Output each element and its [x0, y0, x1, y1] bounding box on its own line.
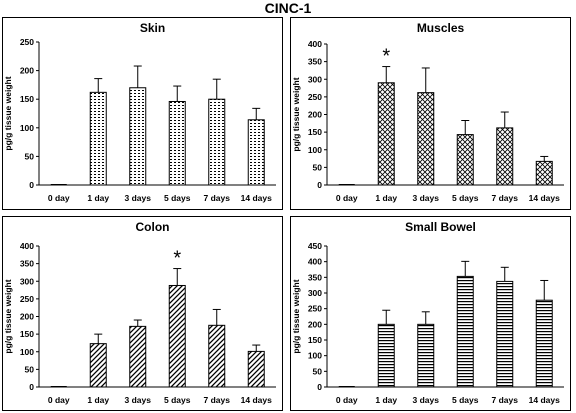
y-tick-label: 200 — [20, 66, 34, 76]
x-tick-label: 3 days — [413, 193, 440, 203]
bar-5-days — [168, 100, 186, 186]
x-tick-label: 0 day — [48, 395, 70, 405]
x-tick-label: 0 day — [336, 193, 358, 203]
bar-7-days — [496, 127, 514, 186]
x-tick-label: 14 days — [241, 193, 272, 203]
y-tick-label: 100 — [20, 347, 34, 357]
y-tick-label: 300 — [20, 276, 34, 286]
x-tick-label: 1 day — [375, 395, 397, 405]
chart-title: Small Bowel — [405, 220, 476, 234]
bar-7-days — [496, 280, 514, 388]
chart-panel-colon: Colon 0 50 100 150 200 250 300 350 400 pg/g tissue… — [2, 216, 283, 411]
x-tick-label: 1 day — [375, 193, 397, 203]
y-tick-label: 250 — [308, 92, 322, 102]
x-tick-label: 14 days — [529, 193, 560, 203]
chart-title: Skin — [140, 21, 165, 35]
bar-1-day — [377, 82, 395, 186]
bar-7-days — [208, 98, 226, 186]
y-tick-label: 250 — [20, 294, 34, 304]
significance-marker: * — [173, 248, 181, 270]
y-tick-label: 200 — [308, 319, 322, 329]
x-tick-label: 5 days — [452, 193, 479, 203]
y-tick-label: 0 — [29, 180, 34, 190]
y-tick-label: 0 — [29, 382, 34, 392]
bar-14-days — [247, 119, 265, 186]
x-tick-label: 7 days — [204, 395, 231, 405]
bar-5-days — [168, 284, 186, 388]
bar-7-days — [208, 324, 226, 388]
y-axis-label: pg/g tissue weight — [3, 76, 13, 150]
y-tick-label: 400 — [308, 39, 322, 49]
y-tick-label: 150 — [308, 335, 322, 345]
bar-3-days — [129, 87, 147, 186]
y-tick-label: 100 — [308, 351, 322, 361]
panel-border — [2, 216, 283, 411]
y-tick-label: 350 — [20, 259, 34, 269]
y-tick-label: 300 — [308, 74, 322, 84]
x-tick-label: 1 day — [87, 193, 109, 203]
x-tick-label: 14 days — [241, 395, 272, 405]
x-tick-label: 0 day — [336, 395, 358, 405]
y-tick-label: 200 — [20, 312, 34, 322]
y-tick-label: 150 — [20, 329, 34, 339]
y-tick-label: 50 — [25, 364, 35, 374]
figure-title: CINC-1 — [264, 0, 312, 16]
x-tick-label: 7 days — [492, 395, 519, 405]
y-tick-label: 150 — [308, 127, 322, 137]
chart-panel-small-bowel: Small Bowel 0 50 100 150 200 250 300 350 400 450 pg… — [290, 216, 571, 411]
chart-panel-muscles: Muscles 0 50 100 150 200 250 300 350 400 pg/g tiss… — [290, 17, 571, 210]
y-tick-label: 50 — [25, 151, 35, 161]
panel-border — [2, 17, 283, 210]
y-tick-label: 150 — [20, 94, 34, 104]
bar-1-day — [377, 323, 395, 388]
bar-5-days — [456, 275, 474, 388]
y-tick-label: 350 — [308, 272, 322, 282]
x-tick-label: 7 days — [204, 193, 231, 203]
y-tick-label: 50 — [313, 162, 323, 172]
bar-1-day — [89, 91, 107, 186]
chart-title: Colon — [136, 220, 170, 234]
bar-3-days — [417, 92, 435, 186]
x-tick-label: 3 days — [413, 395, 440, 405]
x-tick-label: 5 days — [164, 395, 191, 405]
x-tick-label: 7 days — [492, 193, 519, 203]
y-tick-label: 400 — [308, 257, 322, 267]
y-axis-label: pg/g tissue weight — [291, 77, 301, 151]
x-tick-label: 5 days — [164, 193, 191, 203]
bar-14-days — [247, 350, 265, 388]
bar-5-days — [456, 134, 474, 186]
y-tick-label: 0 — [317, 382, 322, 392]
y-tick-label: 300 — [308, 288, 322, 298]
y-tick-label: 400 — [20, 241, 34, 251]
y-tick-label: 100 — [20, 123, 34, 133]
x-tick-label: 3 days — [125, 193, 152, 203]
chart-title: Muscles — [417, 21, 465, 35]
y-tick-label: 0 — [317, 180, 322, 190]
bar-14-days — [535, 160, 553, 186]
bar-3-days — [417, 323, 435, 388]
panel-border — [290, 216, 571, 411]
y-tick-label: 100 — [308, 145, 322, 155]
significance-marker: * — [382, 46, 390, 68]
y-tick-label: 50 — [313, 366, 323, 376]
x-tick-label: 1 day — [87, 395, 109, 405]
y-axis-label: pg/g tissue weight — [291, 279, 301, 353]
y-tick-label: 250 — [308, 304, 322, 314]
y-tick-label: 350 — [308, 57, 322, 67]
x-tick-label: 3 days — [125, 395, 152, 405]
y-tick-label: 200 — [308, 110, 322, 120]
bar-1-day — [89, 343, 107, 388]
bar-14-days — [535, 299, 553, 388]
bar-3-days — [129, 325, 147, 388]
x-tick-label: 0 day — [48, 193, 70, 203]
y-tick-label: 450 — [308, 241, 322, 251]
chart-panel-skin: Skin 0 50 100 150 200 250 pg/g tissue weight 0 d… — [2, 17, 283, 210]
y-axis-label: pg/g tissue weight — [3, 279, 13, 353]
x-tick-label: 14 days — [529, 395, 560, 405]
y-tick-label: 250 — [20, 37, 34, 47]
x-tick-label: 5 days — [452, 395, 479, 405]
panel-border — [290, 17, 571, 210]
